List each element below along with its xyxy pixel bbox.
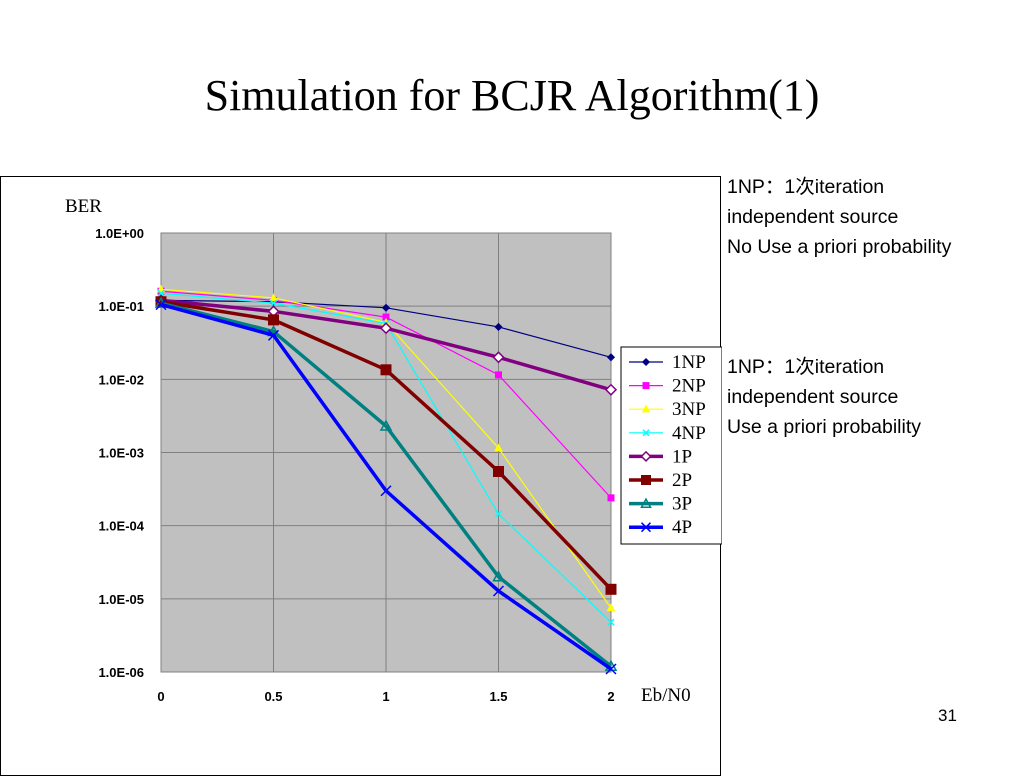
marker-stroke (642, 429, 650, 437)
series-4p (155, 299, 617, 675)
legend-label: 4P (672, 517, 692, 538)
marker-stroke (267, 329, 280, 341)
marker-stroke (494, 510, 503, 518)
legend-marker (640, 450, 652, 462)
legend-marker (640, 497, 652, 508)
data-point (268, 314, 279, 326)
data-point (155, 299, 167, 311)
data-point (380, 364, 392, 376)
legend-item: 3NP (629, 399, 706, 420)
legend-marker (640, 522, 652, 533)
data-point (380, 485, 392, 497)
data-point (379, 419, 393, 431)
legend-item: 3P (629, 494, 692, 515)
data-point (156, 284, 166, 293)
series-line (160, 301, 613, 668)
data-point (605, 583, 617, 595)
note-line: independent source (727, 386, 899, 408)
x-tick-label: 2 (607, 689, 614, 704)
legend-label: 3P (672, 494, 692, 515)
legend-marker (642, 382, 650, 390)
data-point (381, 303, 391, 312)
series-2p (155, 296, 617, 595)
page-number: 31 (938, 706, 957, 725)
slide-title: Simulation for BCJR Algorithm(1) (204, 71, 820, 120)
y-tick-label: 1.0E-01 (98, 299, 144, 314)
legend-label: 1NP (672, 352, 706, 373)
marker-stroke (607, 618, 615, 626)
data-point (606, 353, 616, 362)
chart-frame: BER Eb/N0 1.0E+00 1.0E-01 1.0E-02 1.0E-03 1.… (0, 176, 722, 776)
data-point (267, 329, 280, 341)
y-tick-label: 1.0E-04 (98, 519, 144, 534)
data-point (492, 351, 505, 364)
legend-item: 1NP (629, 352, 706, 373)
x-axis-label: Eb/N0 (641, 685, 691, 706)
legend-marker (641, 357, 651, 367)
note-with-apriori: 1NP：1次iteration independent source Use a… (727, 352, 1024, 442)
data-point (606, 603, 616, 612)
note-line: Use a priori probability (727, 416, 922, 438)
x-tick-label: 1.5 (489, 689, 507, 704)
note-line: 1NP：1次iteration (727, 356, 885, 378)
legend-item: 2P (629, 470, 692, 491)
legend-item: 4NP (629, 423, 706, 444)
data-point (492, 585, 505, 597)
data-point (494, 510, 503, 518)
data-point (157, 289, 165, 297)
y-tick-label: 1.0E+00 (95, 226, 144, 241)
y-tick-label: 1.0E-05 (98, 592, 144, 607)
note-line: independent source (727, 206, 899, 228)
y-tick-label: 1.0E-02 (98, 372, 144, 387)
data-point (269, 293, 278, 301)
marker-stroke (157, 289, 165, 297)
ber-chart: BER Eb/N0 1.0E+00 1.0E-01 1.0E-02 1.0E-03 1.… (65, 196, 722, 706)
data-point (607, 618, 615, 626)
data-point (607, 494, 615, 502)
legend-item: 4P (629, 517, 692, 538)
y-axis-label: BER (65, 196, 102, 217)
x-tick-label: 0.5 (264, 689, 282, 704)
legend-label: 2P (672, 470, 692, 491)
marker-stroke (492, 585, 505, 597)
legend-label: 3NP (672, 399, 706, 420)
data-point (604, 383, 618, 396)
data-point (605, 663, 617, 675)
plot-border (160, 232, 612, 673)
legend-label: 4NP (672, 423, 706, 444)
legend-label: 1P (672, 446, 692, 467)
y-tick-label: 1.0E-06 (98, 665, 144, 680)
note-line: No Use a priori probability (727, 236, 952, 258)
legend-box (620, 346, 722, 545)
data-point (269, 299, 278, 307)
data-point (379, 322, 393, 335)
marker-stroke (640, 522, 652, 533)
note-line: 1NP：1次iteration (727, 176, 885, 198)
data-point (493, 465, 504, 477)
legend-item: 2NP (629, 376, 706, 397)
data-point (494, 443, 503, 452)
legend-item: 1P (629, 446, 692, 467)
marker-stroke (605, 663, 617, 675)
x-tick-label: 1 (382, 689, 389, 704)
legend-marker (642, 429, 650, 437)
data-point (492, 570, 505, 582)
x-tick-label: 0 (157, 689, 164, 704)
data-point (495, 371, 502, 379)
legend-marker (641, 475, 651, 485)
marker-stroke (380, 485, 392, 497)
y-tick-label: 1.0E-03 (98, 446, 144, 461)
marker-stroke (155, 299, 167, 311)
legend-marker (641, 404, 651, 413)
data-point (494, 322, 503, 332)
note-no-apriori: 1NP：1次iteration independent source No Us… (727, 172, 1024, 262)
legend-label: 2NP (672, 376, 706, 397)
marker-stroke (269, 299, 278, 307)
